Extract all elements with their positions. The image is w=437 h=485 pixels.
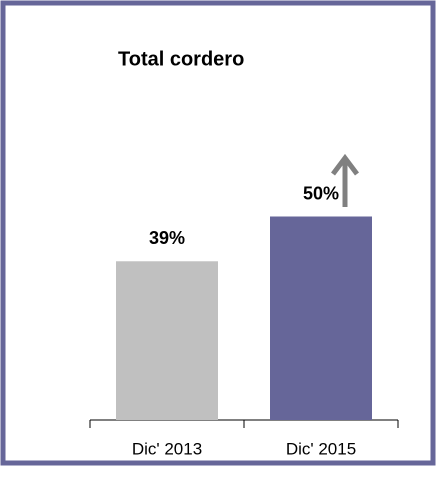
data-label: 50%: [303, 183, 339, 203]
data-label: 39%: [149, 228, 185, 248]
x-tick-label: Dic' 2013: [132, 439, 202, 458]
chart-title: Total cordero: [118, 48, 244, 70]
x-tick-label: Dic' 2015: [286, 439, 356, 458]
bar: [270, 216, 372, 420]
bar: [116, 261, 218, 420]
up-arrow: [331, 153, 359, 207]
